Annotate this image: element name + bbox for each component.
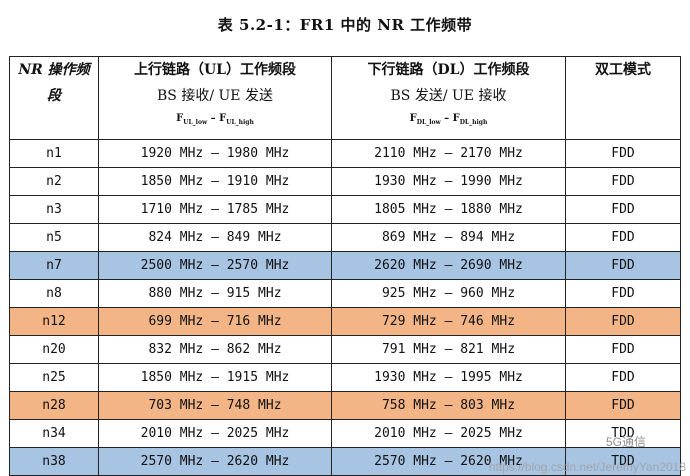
cell-uplink: 2570 MHz – 2620 MHz [98,447,332,476]
cell-uplink: 832 MHz – 862 MHz [98,335,332,364]
cell-uplink: 1850 MHz – 1915 MHz [98,363,332,392]
header-band-line2: 段 [47,88,61,104]
cell-downlink: 791 MHz – 821 MHz [331,335,566,364]
header-band: NR 操作频 段 [9,56,99,140]
header-downlink: 下行链路（DL）工作频段 BS 发送/ UE 接收 FDL_low – FDL_… [331,56,566,140]
cell-band: n12 [9,307,99,336]
cell-uplink: 1920 MHz – 1980 MHz [98,139,332,168]
table-row: n28 703 MHz – 748 MHz 758 MHz – 803 MHz FDD [9,391,681,420]
cell-duplex: FDD [565,167,681,196]
table-row: n8 880 MHz – 915 MHz 925 MHz – 960 MHz FDD [9,279,681,308]
table-row: n5 824 MHz – 849 MHz 869 MHz – 894 MHz FDD [9,223,681,252]
cell-downlink: 2620 MHz – 2690 MHz [331,251,566,280]
cell-duplex: FDD [565,139,681,168]
header-downlink-sub: BS 发送/ UE 接收 [390,88,507,104]
header-row: NR 操作频 段 上行链路（UL）工作频段 BS 接收/ UE 发送 FUL_l… [9,56,681,140]
cell-band: n25 [9,363,99,392]
cell-downlink: 1930 MHz – 1990 MHz [331,167,566,196]
cell-duplex: FDD [565,195,681,224]
cell-downlink: 1805 MHz – 1880 MHz [331,195,566,224]
table-row: n1 1920 MHz – 1980 MHz 2110 MHz – 2170 MHz… [9,139,681,168]
header-uplink-sub: BS 接收/ UE 发送 [157,88,273,104]
cell-downlink: 2010 MHz – 2025 MHz [331,419,566,448]
cell-downlink: 729 MHz – 746 MHz [331,307,566,336]
cell-uplink: 1850 MHz – 1910 MHz [98,167,332,196]
cell-band: n2 [9,167,99,196]
cell-duplex: FDD [565,223,681,252]
cell-downlink: 758 MHz – 803 MHz [331,391,566,420]
cell-uplink: 703 MHz – 748 MHz [98,391,332,420]
table-row: n20 832 MHz – 862 MHz 791 MHz – 821 MHz FDD [9,335,681,364]
cell-downlink: 1930 MHz – 1995 MHz [331,363,566,392]
table-row: n3 1710 MHz – 1785 MHz 1805 MHz – 1880 MHz… [9,195,681,224]
cell-uplink: 2010 MHz – 2025 MHz [98,419,332,448]
cell-band: n38 [9,447,99,476]
cell-band: n34 [9,419,99,448]
cell-uplink: 880 MHz – 915 MHz [98,279,332,308]
header-uplink: 上行链路（UL）工作频段 BS 接收/ UE 发送 FUL_low – FUL_… [98,56,332,140]
cell-band: n8 [9,279,99,308]
watermark-url: https://blog.csdn.net/JeremyYan2018 [488,460,686,474]
cell-duplex: FDD [565,363,681,392]
cell-duplex: FDD [565,335,681,364]
cell-band: n28 [9,391,99,420]
watermark-source: 5G通信 [605,435,646,449]
cell-duplex: FDD [565,251,681,280]
cell-duplex: FDD [565,279,681,308]
cell-duplex: FDD [565,307,681,336]
header-band-line1: NR 操作频 [18,62,90,78]
header-uplink-title: 上行链路（UL）工作频段 [133,62,297,78]
cell-duplex: TDD [565,447,681,476]
cell-uplink: 824 MHz – 849 MHz [98,223,332,252]
cell-band: n1 [9,139,99,168]
table-row: n34 2010 MHz – 2025 MHz 2010 MHz – 2025 MH… [9,419,681,448]
header-downlink-freq: FDL_low – FDL_high [409,113,488,126]
nr-band-table: NR 操作频 段 上行链路（UL）工作频段 BS 接收/ UE 发送 FUL_l… [9,56,681,476]
cell-uplink: 699 MHz – 716 MHz [98,307,332,336]
cell-band: n7 [9,251,99,280]
header-duplex: 双工模式 [565,56,681,140]
cell-downlink: 925 MHz – 960 MHz [331,279,566,308]
cell-band: n3 [9,195,99,224]
table-row: n2 1850 MHz – 1910 MHz 1930 MHz – 1990 MHz… [9,167,681,196]
cell-band: n20 [9,335,99,364]
cell-band: n5 [9,223,99,252]
cell-uplink: 1710 MHz – 1785 MHz [98,195,332,224]
table-title: 表 5.2-1：FR1 中的 NR 工作频带 [217,16,473,34]
cell-downlink: 2570 MHz – 2620 MHz [331,447,566,476]
table-row: n25 1850 MHz – 1915 MHz 1930 MHz – 1995 MH… [9,363,681,392]
header-uplink-freq: FUL_low – FUL_high [176,113,254,126]
header-downlink-title: 下行链路（DL）工作频段 [367,62,530,78]
cell-downlink: 2110 MHz – 2170 MHz [331,139,566,168]
table-row: n38 2570 MHz – 2620 MHz 2570 MHz – 2620 MH… [9,447,681,476]
cell-downlink: 869 MHz – 894 MHz [331,223,566,252]
cell-duplex: TDD [565,419,681,448]
table-row: n7 2500 MHz – 2570 MHz 2620 MHz – 2690 MHz… [9,251,681,280]
table-row: n12 699 MHz – 716 MHz 729 MHz – 746 MHz FDD [9,307,681,336]
cell-duplex: FDD [565,391,681,420]
cell-uplink: 2500 MHz – 2570 MHz [98,251,332,280]
